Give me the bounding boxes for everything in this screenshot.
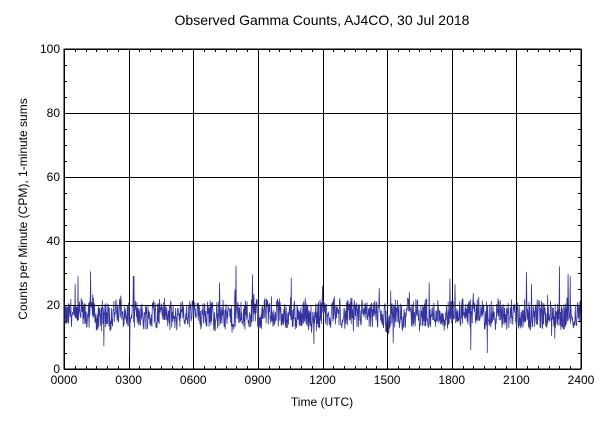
x-tick-label: 1500 — [374, 373, 401, 387]
plot-frame — [63, 48, 582, 370]
x-tick-label: 1200 — [309, 373, 336, 387]
chart-title: Observed Gamma Counts, AJ4CO, 30 Jul 201… — [175, 12, 470, 28]
x-tick-label: 0900 — [245, 373, 272, 387]
y-tick-label: 0 — [53, 362, 60, 376]
x-tick-label: 0300 — [115, 373, 142, 387]
x-tick-label: 1800 — [438, 373, 465, 387]
y-tick-label: 40 — [47, 234, 61, 248]
y-tick-label: 80 — [47, 106, 61, 120]
y-axis-label: Counts per Minute (CPM), 1-minute sums — [16, 98, 30, 319]
y-tick-label: 100 — [40, 42, 60, 56]
y-tick-labels: 0 20 40 60 80 100 — [40, 42, 60, 376]
y-tick-label: 20 — [47, 298, 61, 312]
y-tick-label: 60 — [47, 170, 61, 184]
x-tick-label: 2100 — [503, 373, 530, 387]
series-line — [63, 265, 582, 355]
x-axis-label: Time (UTC) — [291, 395, 353, 409]
series-layer — [63, 265, 582, 355]
x-tick-label: 0600 — [180, 373, 207, 387]
x-tick-label: 0000 — [51, 373, 78, 387]
tick-layer — [64, 49, 582, 370]
x-tick-labels: 0000 0300 0600 0900 1200 1500 1800 2100 2400 — [51, 373, 595, 387]
x-tick-label: 2400 — [568, 373, 595, 387]
